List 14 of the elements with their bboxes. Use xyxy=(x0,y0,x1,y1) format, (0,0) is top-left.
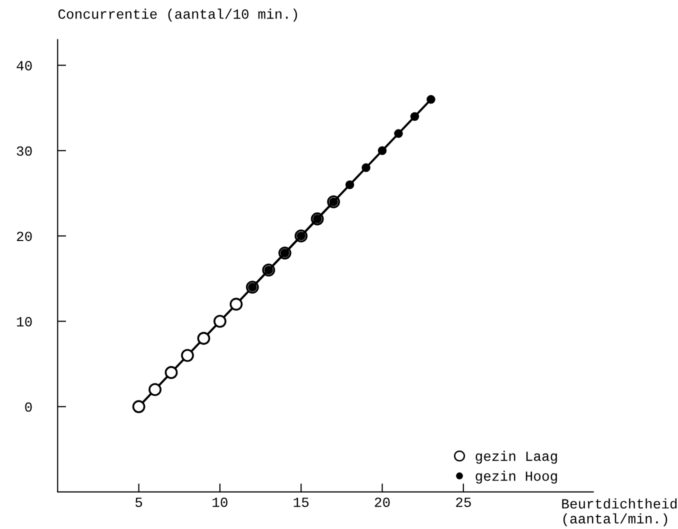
legend-label: gezin Hoog xyxy=(476,470,557,484)
x-tick-label: 15 xyxy=(294,498,309,508)
y-tick-label: 10 xyxy=(16,317,32,326)
x-axis-title: Beurtdichtheid (aantal/min.) xyxy=(562,498,677,526)
x-tick-label: 10 xyxy=(212,498,228,508)
y-axis-title: Concurrentie (aantal/10 min.) xyxy=(58,8,298,22)
x-tick-label: 5 xyxy=(135,498,142,508)
y-tick-label: 30 xyxy=(16,146,32,156)
x-tick-label: 25 xyxy=(456,498,471,508)
legend-label: gezin Laag xyxy=(476,450,557,464)
y-tick-label: 40 xyxy=(16,61,32,70)
y-tick-label: 20 xyxy=(16,232,32,242)
y-tick-label: 0 xyxy=(25,402,32,412)
x-tick-label: 20 xyxy=(374,498,390,508)
